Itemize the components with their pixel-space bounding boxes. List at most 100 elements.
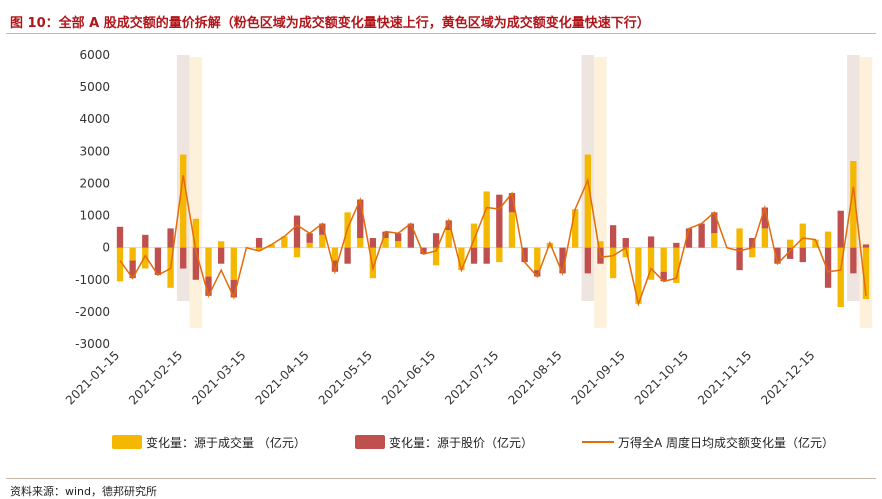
highlight-layer: [176, 55, 873, 328]
bar-price: [306, 233, 313, 243]
bar-volume: [205, 247, 212, 277]
bar-volume: [382, 238, 389, 248]
bar-price: [154, 247, 162, 275]
bar-volume: [749, 247, 756, 258]
y-tick-label: 3000: [79, 144, 110, 158]
bar-price: [786, 247, 794, 259]
bar-volume: [445, 230, 452, 248]
highlight-band-yellow-3: [594, 57, 607, 328]
bar-price: [483, 247, 490, 264]
x-tick-label: 2021-01-15: [63, 348, 122, 407]
x-tick-label: 2021-06-15: [379, 348, 438, 407]
bar-price: [685, 228, 693, 248]
bar-price: [837, 210, 844, 248]
y-tick-label: 6000: [79, 48, 110, 62]
line-layer: [119, 175, 867, 307]
bar-price: [534, 270, 541, 277]
bar-price: [407, 223, 414, 248]
bar-price: [357, 199, 364, 239]
x-tick-label: 2021-10-15: [632, 348, 691, 407]
bar-volume: [837, 247, 844, 308]
bar-volume: [647, 247, 655, 280]
x-tick-label: 2021-05-15: [316, 348, 375, 407]
y-tick-label: -3000: [75, 337, 110, 351]
y-tick-label: 5000: [79, 80, 110, 94]
title-divider: [6, 33, 876, 34]
bar-volume: [508, 212, 516, 248]
footer-divider: [6, 478, 876, 479]
bar-volume: [255, 247, 263, 251]
bar-price: [698, 223, 705, 248]
bar-volume: [584, 154, 591, 248]
bar-volume: [546, 242, 554, 248]
bar-price: [673, 242, 680, 248]
bar-volume: [458, 247, 465, 271]
bar-price: [470, 247, 478, 264]
bar-price: [824, 247, 832, 288]
bar-price: [660, 271, 667, 282]
bar-volume: [622, 247, 629, 258]
bar-volume: [572, 209, 579, 248]
bar-volume: [293, 247, 301, 258]
bar-price: [850, 247, 857, 274]
line-total-change: [119, 175, 867, 307]
bar-price: [862, 244, 870, 248]
bar-volume: [192, 218, 200, 248]
bar-price: [129, 260, 136, 279]
x-tick-label: 2021-03-15: [189, 348, 248, 407]
bar-price: [319, 223, 326, 235]
legend-swatch-volume: [112, 435, 142, 449]
bar-volume: [862, 247, 870, 300]
bar-volume: [357, 238, 364, 248]
x-tick-label: 2021-08-15: [505, 348, 564, 407]
bar-volume: [230, 247, 237, 280]
y-tick-label: -2000: [75, 305, 110, 319]
bar-price: [496, 194, 503, 248]
legend-swatch-price: [355, 435, 385, 449]
bar-price: [344, 247, 351, 264]
source-note: 资料来源：wind，德邦研究所: [10, 485, 158, 498]
bar-volume: [799, 223, 806, 248]
bar-volume: [850, 160, 857, 248]
y-tick-label: 4000: [79, 112, 110, 126]
bar-volume: [319, 234, 326, 248]
x-tick-label: 2021-02-15: [126, 348, 185, 407]
bar-volume: [331, 247, 339, 261]
bar-price: [167, 228, 174, 248]
bar-price: [761, 207, 769, 229]
bar-volume: [824, 231, 832, 248]
bar-price: [559, 247, 566, 274]
bar-price: [331, 260, 339, 272]
bar-price: [711, 212, 718, 234]
bar-price: [749, 238, 756, 248]
bar-volume: [281, 236, 288, 248]
bar-price: [293, 215, 301, 248]
bar-volume: [761, 228, 769, 248]
bar-price: [432, 233, 440, 248]
bar-volume: [142, 247, 149, 269]
bar-volume: [597, 241, 604, 248]
bar-volume: [369, 247, 377, 279]
legend-label-volume: 变化量：源于成交量 （亿元）: [146, 435, 306, 450]
bar-price: [420, 247, 427, 255]
legend-label-price: 变化量：源于股价（亿元）: [389, 435, 533, 450]
bar-volume: [268, 244, 275, 248]
bar-price: [142, 234, 149, 248]
x-tick-label: 2021-11-15: [695, 348, 754, 407]
figure-title: 图 10：全部 A 股成交额的量价拆解（粉色区域为成交额变化量快速上行，黄色区域…: [10, 16, 650, 31]
chart: 6000 5000 4000 3000 2000 1000 0 -1000 -2000 -3000…: [63, 48, 873, 450]
legend-label-line: 万得全A 周度日均成交额变化量（亿元）: [618, 435, 834, 450]
bar-price: [508, 193, 516, 213]
bar-volume: [306, 242, 313, 248]
bar-price: [369, 238, 377, 248]
bar-volume: [534, 247, 541, 271]
bar-price: [217, 247, 225, 264]
bar-price: [774, 247, 781, 264]
bar-volume: [496, 247, 503, 263]
x-tick-label: 2021-12-15: [758, 348, 817, 407]
bar-volume: [736, 228, 743, 248]
bar-price: [205, 276, 212, 296]
bar-price: [116, 226, 124, 248]
bar-price: [445, 220, 452, 231]
bar-price: [180, 247, 187, 269]
